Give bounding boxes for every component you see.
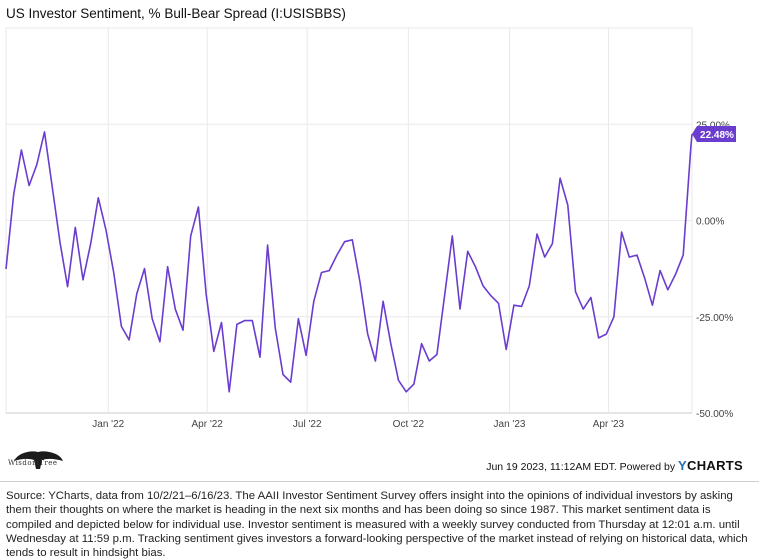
x-axis-ticks: Jan '22 Apr '22 Jul '22 Oct '22 Jan '23 Apr '… — [92, 419, 624, 430]
timestamp: Jun 19 2023, 11:12AM EDT. — [486, 461, 617, 473]
x-tick-label: Apr '23 — [593, 419, 625, 430]
line-chart: Jan '22 Apr '22 Jul '22 Oct '22 Jan '23 Apr '… — [5, 27, 736, 430]
footer-divider — [0, 481, 759, 482]
y-tick-label: -50.00% — [696, 409, 733, 420]
y-tick-label: 25.00% — [696, 120, 730, 131]
wisdomtree-logo-text: WisdomTree — [8, 459, 58, 467]
x-tick-label: Jul '22 — [293, 419, 322, 430]
ycharts-logo-y: Y — [678, 458, 688, 473]
powered-by: Powered by — [619, 461, 676, 473]
y-tick-label: -25.00% — [696, 313, 733, 324]
last-value-label: 22.48% — [700, 130, 734, 141]
x-tick-label: Oct '22 — [393, 419, 425, 430]
y-tick-label: 0.00% — [696, 217, 724, 228]
last-value-badge — [692, 125, 736, 142]
source-note: Source: YCharts, data from 10/2/21–6/16/… — [6, 490, 748, 560]
x-tick-label: Jan '23 — [494, 419, 526, 430]
timestamp-stamp: Jun 19 2023, 11:12AM EDT. Powered by YCH… — [486, 458, 743, 473]
x-tick-label: Jan '22 — [92, 419, 124, 430]
series-layer — [5, 131, 693, 393]
ycharts-logo-rest: CHARTS — [687, 458, 743, 473]
grid-layer — [5, 27, 693, 414]
x-tick-label: Apr '22 — [191, 419, 223, 430]
wisdomtree-tree-icon — [14, 451, 63, 469]
ycharts-logo: YCHARTS — [678, 458, 743, 473]
y-axis-ticks: 25.00% 0.00% -25.00% -50.00% — [696, 120, 733, 420]
chart-title: US Investor Sentiment, % Bull-Bear Sprea… — [6, 6, 346, 21]
last-value-layer: 22.48% — [692, 125, 736, 142]
series-line — [5, 131, 693, 393]
